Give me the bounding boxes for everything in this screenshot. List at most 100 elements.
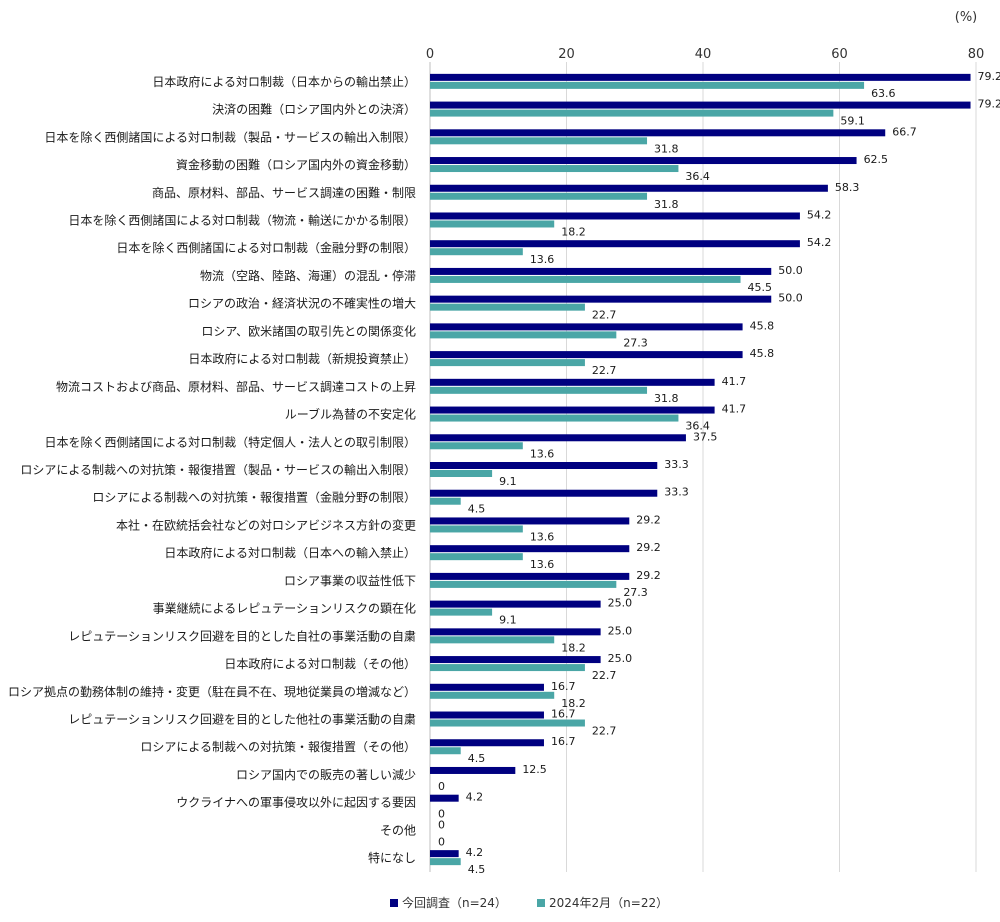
bar-feb-2024 xyxy=(430,81,865,89)
value-label-current: 62.5 xyxy=(864,153,889,166)
value-label-feb-2024: 31.8 xyxy=(654,198,679,211)
category-label: ロシア事業の収益性低下 xyxy=(284,574,416,588)
value-label-current: 29.2 xyxy=(636,569,661,582)
value-label-feb-2024: 18.2 xyxy=(561,225,586,238)
value-label-feb-2024: 31.8 xyxy=(654,142,679,155)
value-label-feb-2024: 22.7 xyxy=(592,725,617,738)
bar-feb-2024 xyxy=(430,719,585,727)
value-label-current: 29.2 xyxy=(636,541,661,554)
category-label: 特になし xyxy=(368,850,416,865)
bar-current-survey xyxy=(430,434,686,442)
value-label-feb-2024: 18.2 xyxy=(561,641,586,654)
bar-feb-2024 xyxy=(430,691,555,699)
value-label-current: 25.0 xyxy=(608,597,633,610)
legend-swatch-current xyxy=(390,899,398,907)
value-label-current: 41.7 xyxy=(722,403,747,416)
bar-current-survey xyxy=(430,711,544,719)
value-label-feb-2024: 13.6 xyxy=(530,558,555,571)
value-label-current: 58.3 xyxy=(835,181,860,194)
value-label-feb-2024: 4.5 xyxy=(468,863,486,876)
value-label-feb-2024: 0 xyxy=(438,808,445,821)
category-label: 日本政府による対ロ制裁（日本からの輸出禁止） xyxy=(152,74,416,89)
value-label-feb-2024: 36.4 xyxy=(685,420,710,433)
category-label: その他 xyxy=(380,823,416,837)
bar-current-survey xyxy=(430,184,828,192)
bar-current-survey xyxy=(430,683,544,691)
category-label: 物流コストおよび商品、原材料、部品、サービス調達コストの上昇 xyxy=(56,379,416,394)
bar-current-survey xyxy=(430,157,857,165)
bar-feb-2024 xyxy=(430,303,585,311)
category-label: ロシアによる制裁への対抗策・報復措置（製品・サービスの輸出入制限） xyxy=(20,462,416,477)
value-label-current: 50.0 xyxy=(778,292,803,305)
value-label-feb-2024: 4.5 xyxy=(468,752,486,765)
value-label-current: 12.5 xyxy=(522,763,547,776)
value-label-feb-2024: 31.8 xyxy=(654,392,679,405)
bar-feb-2024 xyxy=(430,386,648,394)
bar-current-survey xyxy=(430,572,630,580)
x-tick-label: 60 xyxy=(831,47,848,62)
value-label-current: 45.8 xyxy=(750,347,775,360)
bar-current-survey xyxy=(430,267,772,275)
legend-label-feb-2024: 2024年2月（n=22） xyxy=(549,896,668,910)
bar-feb-2024 xyxy=(430,664,585,672)
bar-current-survey xyxy=(430,240,800,248)
category-label: ロシアによる制裁への対抗策・報復措置（その他） xyxy=(140,739,416,754)
value-label-feb-2024: 22.7 xyxy=(592,309,617,322)
unit-label: (%) xyxy=(955,10,978,25)
bar-feb-2024 xyxy=(430,553,523,561)
bar-current-survey xyxy=(430,850,459,858)
bar-feb-2024 xyxy=(430,636,555,644)
x-tick-label: 40 xyxy=(695,47,712,62)
category-label: ルーブル為替の不安定化 xyxy=(285,407,416,422)
bar-current-survey xyxy=(430,766,516,774)
category-label: 事業継続によるレピュテーションリスクの顕在化 xyxy=(153,601,416,616)
category-label: レピュテーションリスク回避を目的とした自社の事業活動の自粛 xyxy=(68,628,416,643)
x-axis-ticks: 0 20 40 60 80 xyxy=(426,47,984,62)
bar-current-survey xyxy=(430,600,601,608)
bar-current-survey xyxy=(430,295,772,303)
value-label-feb-2024: 36.4 xyxy=(685,170,710,183)
category-label: ウクライナへの軍事侵攻以外に起因する要因 xyxy=(176,795,416,810)
bar-current-survey xyxy=(430,656,601,664)
bar-feb-2024 xyxy=(430,137,648,145)
x-tick-label: 0 xyxy=(426,47,434,62)
category-label: 日本を除く西側諸国による対ロ制裁（金融分野の制限） xyxy=(116,240,416,255)
value-label-current: 41.7 xyxy=(722,375,747,388)
value-label-current: 79.2 xyxy=(978,70,1000,83)
value-label-current: 54.2 xyxy=(807,236,832,249)
bar-feb-2024 xyxy=(430,331,617,339)
value-label-feb-2024: 13.6 xyxy=(530,447,555,460)
bar-current-survey xyxy=(430,739,544,747)
x-tick-label: 80 xyxy=(968,47,985,62)
bar-feb-2024 xyxy=(430,192,648,200)
x-tick-label: 20 xyxy=(558,47,575,62)
bar-feb-2024 xyxy=(430,525,523,533)
category-label: 日本を除く西側諸国による対ロ制裁（製品・サービスの輸出入制限） xyxy=(44,129,416,144)
value-label-current: 33.3 xyxy=(664,458,689,471)
bar-feb-2024 xyxy=(430,442,523,450)
category-label: ロシア拠点の勤務体制の維持・変更（駐在員不在、現地従業員の増減など） xyxy=(8,684,416,699)
bar-current-survey xyxy=(430,73,971,81)
value-label-current: 4.2 xyxy=(466,791,484,804)
bar-feb-2024 xyxy=(430,858,461,866)
bar-feb-2024 xyxy=(430,608,493,616)
bar-feb-2024 xyxy=(430,497,461,505)
bar-feb-2024 xyxy=(430,275,741,283)
value-label-current: 66.7 xyxy=(892,125,917,138)
value-label-feb-2024: 18.2 xyxy=(561,697,586,710)
value-label-current: 16.7 xyxy=(551,680,576,693)
bar-current-survey xyxy=(430,212,800,220)
legend-label-current: 今回調査（n=24） xyxy=(402,895,507,910)
category-label: ロシアの政治・経済状況の不確実性の増大 xyxy=(188,296,416,311)
value-label-feb-2024: 13.6 xyxy=(530,253,555,266)
value-label-current: 16.7 xyxy=(551,735,576,748)
bar-current-survey xyxy=(430,406,715,414)
value-label-current: 45.8 xyxy=(750,319,775,332)
value-label-feb-2024: 9.1 xyxy=(499,614,517,627)
bar-current-survey xyxy=(430,794,459,802)
bar-current-survey xyxy=(430,462,658,469)
category-label: 日本政府による対ロ制裁（新規投資禁止） xyxy=(188,351,416,366)
bars-group: 79.2 63.6 79.2 59.1 66.7 31.8 62.5 36.4 58.3 31.8… xyxy=(430,70,1000,876)
value-label-feb-2024: 27.3 xyxy=(623,586,648,599)
legend: 今回調査（n=24） 2024年2月（n=22） xyxy=(390,895,668,910)
